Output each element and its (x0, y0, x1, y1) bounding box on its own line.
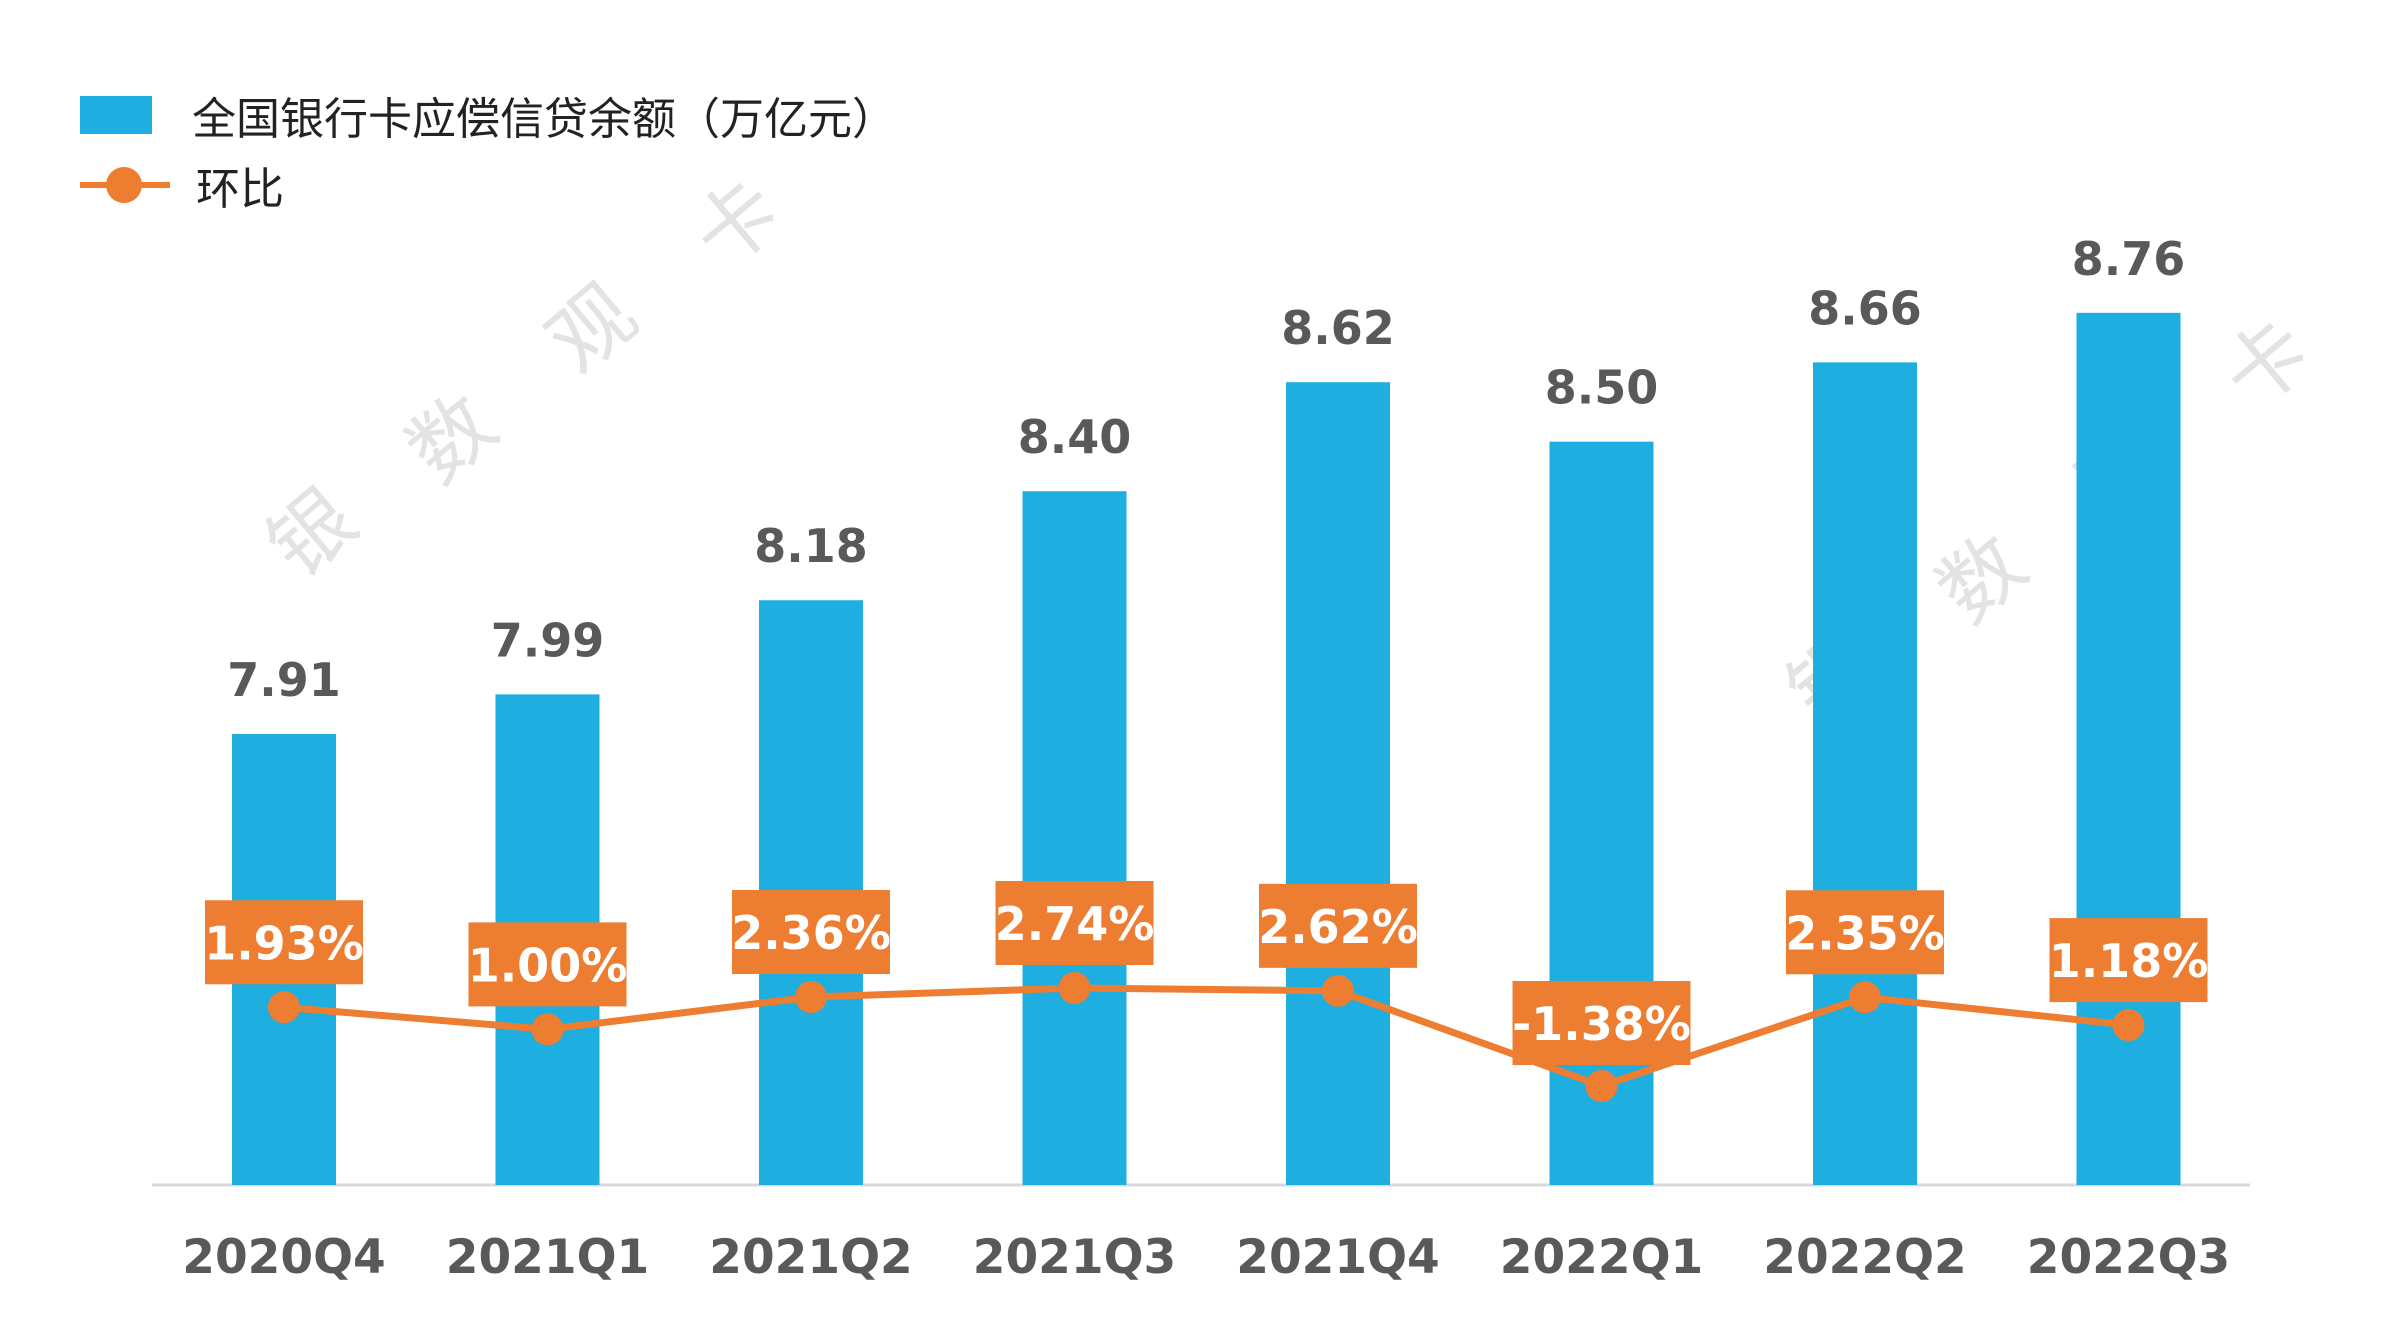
watermark-glyph: 数 (390, 376, 514, 501)
legend-label-mom: 环比 (196, 164, 284, 215)
bar-2022Q3 (2076, 312, 2181, 1185)
mom-label-2022Q1: -1.38% (1512, 981, 1691, 1065)
legend-bar-swatch (80, 96, 152, 134)
mom-label-box (1259, 883, 1417, 968)
bar-series (232, 312, 2181, 1186)
mom-point-2020Q4 (268, 991, 300, 1024)
mom-point-2021Q3 (1058, 972, 1091, 1004)
mom-point-2022Q3 (2112, 1009, 2145, 1042)
mom-point-2021Q4 (1322, 974, 1354, 1007)
bar-label-2021Q2: 8.18 (754, 519, 868, 573)
mom-label-text: 2.36% (731, 906, 891, 960)
mom-label-text: 2.62% (1258, 900, 1418, 954)
bar-2022Q2 (1813, 362, 1917, 1185)
mom-label-2022Q3: 1.18% (2049, 918, 2209, 1003)
mom-label-text: 1.93% (204, 916, 364, 970)
x-tick-2020Q4: 2020Q4 (182, 1230, 385, 1285)
watermark-glyph: 银 (250, 471, 374, 596)
watermark-glyph: 卡 (2205, 301, 2329, 426)
legend-item-balance: 全国银行卡应偿信贷余额（万亿元） (80, 80, 896, 150)
mom-label-box (1512, 981, 1691, 1065)
x-tick-2021Q2: 2021Q2 (709, 1230, 912, 1285)
mom-point-2022Q2 (1849, 981, 1881, 1014)
mom-label-box (2049, 918, 2208, 1003)
x-tick-2022Q3: 2022Q3 (2027, 1230, 2230, 1285)
bar-2021Q4 (1286, 382, 1390, 1185)
mom-line (283, 984, 2129, 1090)
watermark-glyph: 数 (1920, 516, 2044, 641)
mom-point-2022Q1 (1585, 1070, 1618, 1102)
bar-label-2020Q4: 7.91 (227, 653, 341, 707)
x-tick-2021Q1: 2021Q1 (446, 1230, 649, 1285)
mom-label-text: 1.00% (468, 938, 628, 992)
mom-label-2022Q2: 2.35% (1785, 890, 1945, 975)
x-axis-tick-labels: 2020Q4 2021Q1 2021Q2 2021Q3 2021Q4 2022Q1 2022… (182, 1230, 2230, 1285)
bar-2021Q3 (1022, 491, 1127, 1185)
legend-line-swatch (80, 165, 170, 205)
mom-label-text: 2.35% (1785, 906, 1945, 960)
x-tick-2021Q4: 2021Q4 (1236, 1230, 1439, 1285)
bar-label-2021Q1: 7.99 (491, 613, 605, 667)
mom-point-2021Q1 (531, 1013, 564, 1046)
line-value-labels: 1.93% 1.00% 2.36% 2.74% 2.62% -1.38% 2.35% 1.18… (204, 881, 2208, 1065)
mom-label-box (995, 881, 1154, 965)
legend: 全国银行卡应偿信贷余额（万亿元） 环比 (80, 80, 896, 220)
bar-value-labels: 7.91 7.99 8.18 8.40 8.62 8.50 8.66 8.76 (227, 232, 2185, 707)
mom-label-box (205, 900, 363, 985)
mom-label-text: 1.18% (2049, 934, 2209, 988)
mom-label-2020Q4: 1.93% (204, 900, 364, 985)
mom-label-text: -1.38% (1512, 997, 1691, 1051)
mom-label-2021Q3: 2.74% (995, 881, 1155, 965)
mom-label-2021Q2: 2.36% (731, 890, 891, 975)
x-tick-2021Q3: 2021Q3 (973, 1230, 1176, 1285)
x-tick-2022Q1: 2022Q1 (1500, 1230, 1703, 1285)
mom-label-box (468, 922, 627, 1007)
bar-label-2022Q2: 8.66 (1808, 281, 1922, 335)
bar-label-2022Q3: 8.76 (2072, 232, 2186, 286)
bar-label-2021Q4: 8.62 (1281, 301, 1395, 355)
mom-label-text: 2.74% (995, 897, 1155, 951)
legend-label-balance: 全国银行卡应偿信贷余额（万亿元） (192, 94, 896, 145)
mom-label-2021Q4: 2.62% (1258, 883, 1418, 968)
mom-point-2021Q2 (795, 981, 827, 1014)
mom-label-2021Q1: 1.00% (468, 922, 628, 1007)
bar-label-2021Q3: 8.40 (1018, 410, 1132, 464)
bar-label-2022Q1: 8.50 (1545, 361, 1659, 415)
watermark-glyph: 观 (530, 266, 654, 391)
legend-item-mom: 环比 (80, 150, 896, 220)
mom-label-box (732, 890, 890, 975)
x-tick-2022Q2: 2022Q2 (1763, 1230, 1966, 1285)
line-series (268, 972, 2145, 1102)
mom-label-box (1786, 890, 1944, 975)
